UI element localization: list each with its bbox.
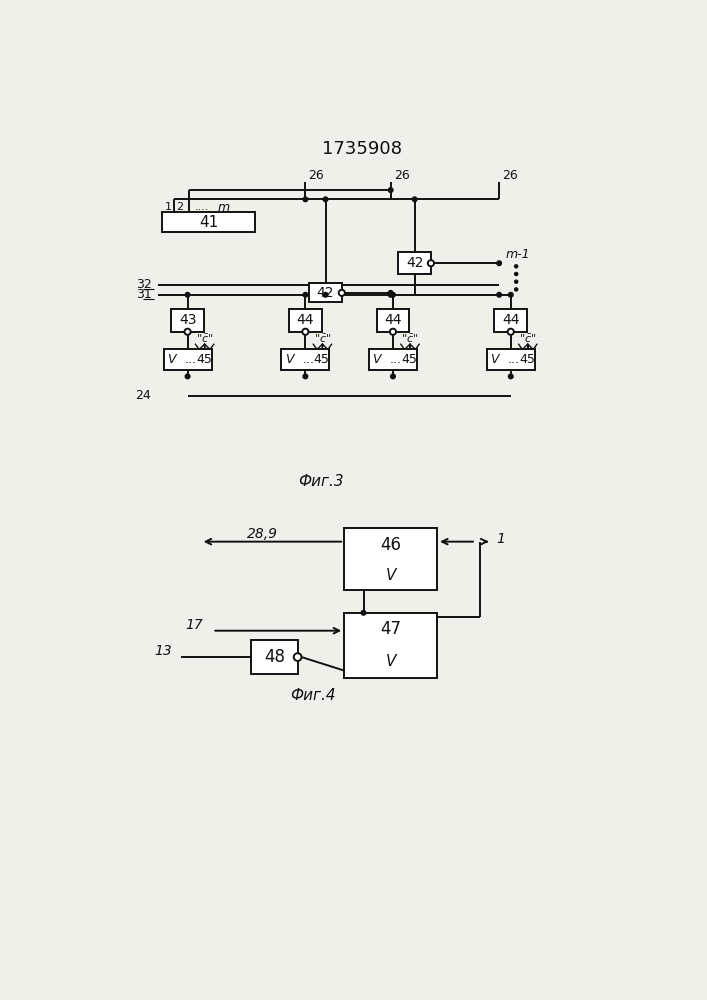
Bar: [162, 212, 255, 232]
Text: 43: 43: [179, 313, 197, 327]
Circle shape: [515, 272, 518, 276]
Bar: [171, 309, 204, 332]
Text: 48: 48: [264, 648, 285, 666]
Circle shape: [508, 329, 514, 335]
Text: 1: 1: [165, 202, 172, 212]
Bar: [309, 283, 341, 302]
Text: 32: 32: [136, 278, 152, 291]
Circle shape: [323, 197, 328, 202]
Circle shape: [412, 197, 417, 202]
Text: V: V: [167, 353, 175, 366]
Text: 45: 45: [402, 353, 417, 366]
Text: 45: 45: [314, 353, 329, 366]
Text: 42: 42: [317, 286, 334, 300]
Circle shape: [391, 292, 395, 297]
Circle shape: [303, 197, 308, 202]
Circle shape: [303, 292, 308, 297]
Text: 31: 31: [136, 288, 152, 301]
Text: "$\bar{c}$": "$\bar{c}$": [314, 333, 331, 345]
Circle shape: [515, 280, 518, 283]
Text: 26: 26: [394, 169, 409, 182]
Text: V: V: [385, 654, 396, 669]
Text: 24: 24: [134, 389, 151, 402]
Text: Фиг.4: Фиг.4: [291, 688, 336, 703]
Bar: [344, 528, 437, 590]
Text: 17: 17: [185, 618, 203, 632]
Bar: [369, 349, 417, 370]
Text: m: m: [218, 201, 230, 214]
Text: 46: 46: [380, 536, 401, 554]
Circle shape: [497, 261, 501, 266]
Circle shape: [515, 288, 518, 291]
Circle shape: [428, 260, 434, 266]
Text: Фиг.3: Фиг.3: [298, 474, 344, 489]
Bar: [251, 640, 298, 674]
Text: m-1: m-1: [506, 248, 530, 261]
Bar: [289, 309, 322, 332]
Text: 41: 41: [199, 215, 218, 230]
Text: 47: 47: [380, 620, 401, 638]
Text: V: V: [373, 353, 381, 366]
Text: V: V: [285, 353, 293, 366]
Text: ...: ...: [390, 353, 402, 366]
Circle shape: [323, 292, 328, 297]
Text: 28,9: 28,9: [247, 527, 279, 541]
Text: ...: ...: [185, 353, 197, 366]
Circle shape: [185, 329, 191, 335]
Bar: [281, 349, 329, 370]
Circle shape: [388, 292, 393, 297]
Circle shape: [185, 292, 190, 297]
Text: 1735908: 1735908: [322, 140, 402, 158]
Text: "$\bar{c}$": "$\bar{c}$": [519, 333, 537, 345]
Text: 2: 2: [176, 202, 183, 212]
Text: 26: 26: [502, 169, 518, 182]
Text: 44: 44: [384, 313, 402, 327]
Bar: [163, 349, 211, 370]
Circle shape: [390, 329, 396, 335]
Text: V: V: [490, 353, 498, 366]
Text: V: V: [385, 568, 396, 583]
Text: ...: ...: [303, 353, 315, 366]
Text: "$\bar{c}$": "$\bar{c}$": [402, 333, 419, 345]
Text: 1: 1: [497, 532, 506, 546]
Circle shape: [185, 374, 190, 379]
Bar: [377, 309, 409, 332]
Circle shape: [303, 374, 308, 379]
Bar: [344, 613, 437, 678]
Text: 44: 44: [297, 313, 314, 327]
Circle shape: [508, 292, 513, 297]
Text: 45: 45: [196, 353, 212, 366]
Circle shape: [339, 290, 345, 296]
Circle shape: [497, 292, 501, 297]
Text: 13: 13: [154, 644, 172, 658]
Circle shape: [293, 653, 301, 661]
Circle shape: [388, 188, 393, 192]
Text: 44: 44: [502, 313, 520, 327]
Text: ....: ....: [195, 202, 209, 212]
Text: "$\bar{c}$": "$\bar{c}$": [196, 333, 214, 345]
Text: 45: 45: [519, 353, 535, 366]
Circle shape: [303, 329, 308, 335]
Text: ...: ...: [508, 353, 520, 366]
Circle shape: [388, 291, 393, 295]
Circle shape: [361, 610, 366, 615]
Bar: [494, 309, 527, 332]
Circle shape: [391, 374, 395, 379]
Circle shape: [508, 374, 513, 379]
Circle shape: [515, 265, 518, 268]
Text: 42: 42: [406, 256, 423, 270]
Bar: [398, 252, 431, 274]
Text: 26: 26: [308, 169, 325, 182]
Bar: [486, 349, 534, 370]
